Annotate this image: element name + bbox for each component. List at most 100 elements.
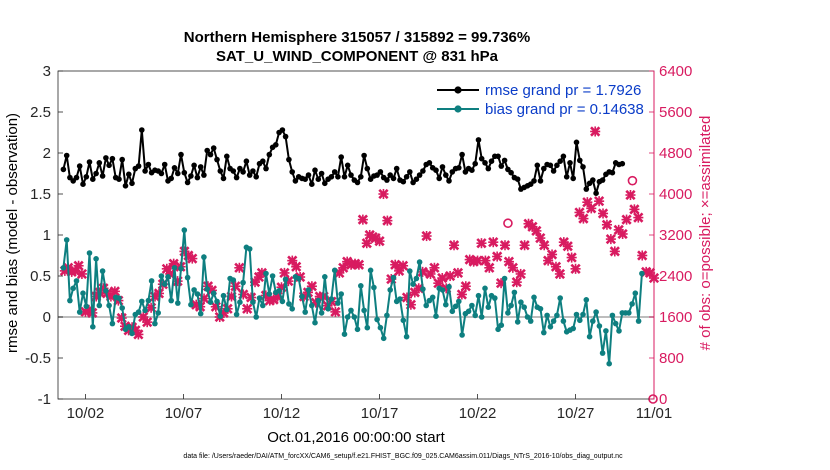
bias-point [286, 301, 292, 307]
bias-point [230, 277, 237, 283]
rmse-point [73, 174, 80, 181]
obs-assimilated-marker [605, 233, 616, 245]
bias-point [443, 301, 449, 308]
bias-point [331, 267, 338, 274]
bias-point [217, 313, 224, 320]
rmse-point [63, 152, 70, 159]
rmse-point [456, 165, 462, 171]
rmse-point [197, 164, 204, 170]
bias-point [570, 325, 576, 332]
bias-point [590, 318, 596, 324]
bias-point [233, 311, 240, 318]
bias-point [220, 292, 227, 299]
rmse-point [83, 174, 90, 180]
rmse-point [573, 139, 580, 146]
rmse-point [188, 173, 194, 179]
bias-point [302, 309, 309, 315]
obs-assimilated-marker [570, 263, 581, 274]
obs-assimilated-marker [511, 277, 522, 288]
bias-point [165, 274, 171, 280]
bias-point [188, 301, 194, 308]
bias-point [266, 291, 273, 297]
rmse-point [191, 162, 197, 169]
bias-point [161, 281, 168, 288]
rmse-point [475, 137, 482, 143]
rmse-point [282, 133, 289, 140]
obs-assimilated-marker [562, 241, 573, 252]
rmse-point [328, 174, 335, 180]
obs-assimilated-marker [382, 215, 393, 226]
bias-point [181, 227, 188, 233]
rmse-point [384, 177, 390, 183]
bias-point [175, 300, 181, 306]
rmse-point [554, 162, 560, 169]
rmse-point [459, 151, 465, 158]
bias-point [609, 312, 616, 319]
y-left-tick-label: 0.5 [30, 268, 51, 285]
bias-point [246, 246, 253, 252]
bias-point [508, 302, 514, 309]
bias-point [289, 306, 296, 312]
obs-assimilated-marker [357, 214, 368, 225]
rmse-point [175, 170, 181, 177]
rmse-point [129, 180, 135, 187]
bias-point [423, 302, 430, 309]
rmse-point [158, 170, 165, 177]
bias-point [606, 360, 612, 367]
x-tick-label: 10/22 [459, 405, 497, 422]
bias-point [514, 319, 521, 325]
rmse-point [469, 167, 475, 173]
rmse-point [390, 175, 397, 182]
bias-series [60, 227, 645, 367]
bias-point [377, 324, 384, 331]
rmse-point [178, 151, 184, 158]
bias-point [511, 289, 518, 296]
bias-point [475, 292, 482, 299]
obs-assimilated-marker [76, 268, 88, 280]
bias-point [119, 305, 125, 311]
y-axis-right: 0 800 1600 2400 3200 4000 4800 5600 6400 [649, 63, 692, 408]
bias-point [527, 318, 534, 324]
rmse-point [420, 168, 426, 174]
rmse-point [289, 169, 296, 175]
bias-point [498, 322, 505, 329]
rmse-point [302, 176, 309, 182]
bias-point [129, 330, 135, 337]
bias-point [341, 331, 348, 338]
obs-assimilated-marker [625, 189, 636, 201]
data-file-footnote: data file: /Users/raeder/DAI/ATM_forcXX/… [183, 453, 623, 460]
rmse-point [126, 171, 132, 178]
y-right-tick-label: 6400 [659, 63, 692, 80]
obs-assimilated-marker [492, 251, 503, 262]
rmse-point [393, 165, 400, 172]
rmse-point [260, 158, 266, 164]
bias-point [116, 295, 122, 301]
rmse-point [220, 175, 227, 182]
rmse-point [181, 169, 188, 176]
obs-assimilated-marker [448, 240, 460, 251]
bias-point [387, 287, 394, 293]
y-left-tick-label: 1.5 [30, 186, 51, 203]
rmse-point [96, 160, 103, 166]
rmse-point [322, 180, 328, 187]
rmse-point [433, 167, 439, 173]
bias-point [171, 265, 178, 271]
rmse-point [446, 178, 452, 184]
rmse-point [201, 172, 207, 178]
rmse-point [116, 176, 122, 182]
bias-point [142, 307, 148, 314]
bias-point [207, 299, 214, 306]
bias-point [550, 318, 557, 324]
rmse-point [534, 162, 541, 169]
y-axis-left-label: rmse and bias (model - observation) [4, 113, 21, 353]
rmse-point [478, 155, 485, 162]
obs-assimilated-marker [234, 262, 245, 273]
y-left-tick-label: 1 [43, 227, 51, 244]
bias-point [586, 333, 593, 340]
rmse-point [217, 168, 224, 174]
obs-assimilated-marker [374, 236, 385, 247]
bias-point [374, 316, 380, 323]
rmse-point [214, 156, 220, 163]
bias-point [299, 293, 305, 300]
